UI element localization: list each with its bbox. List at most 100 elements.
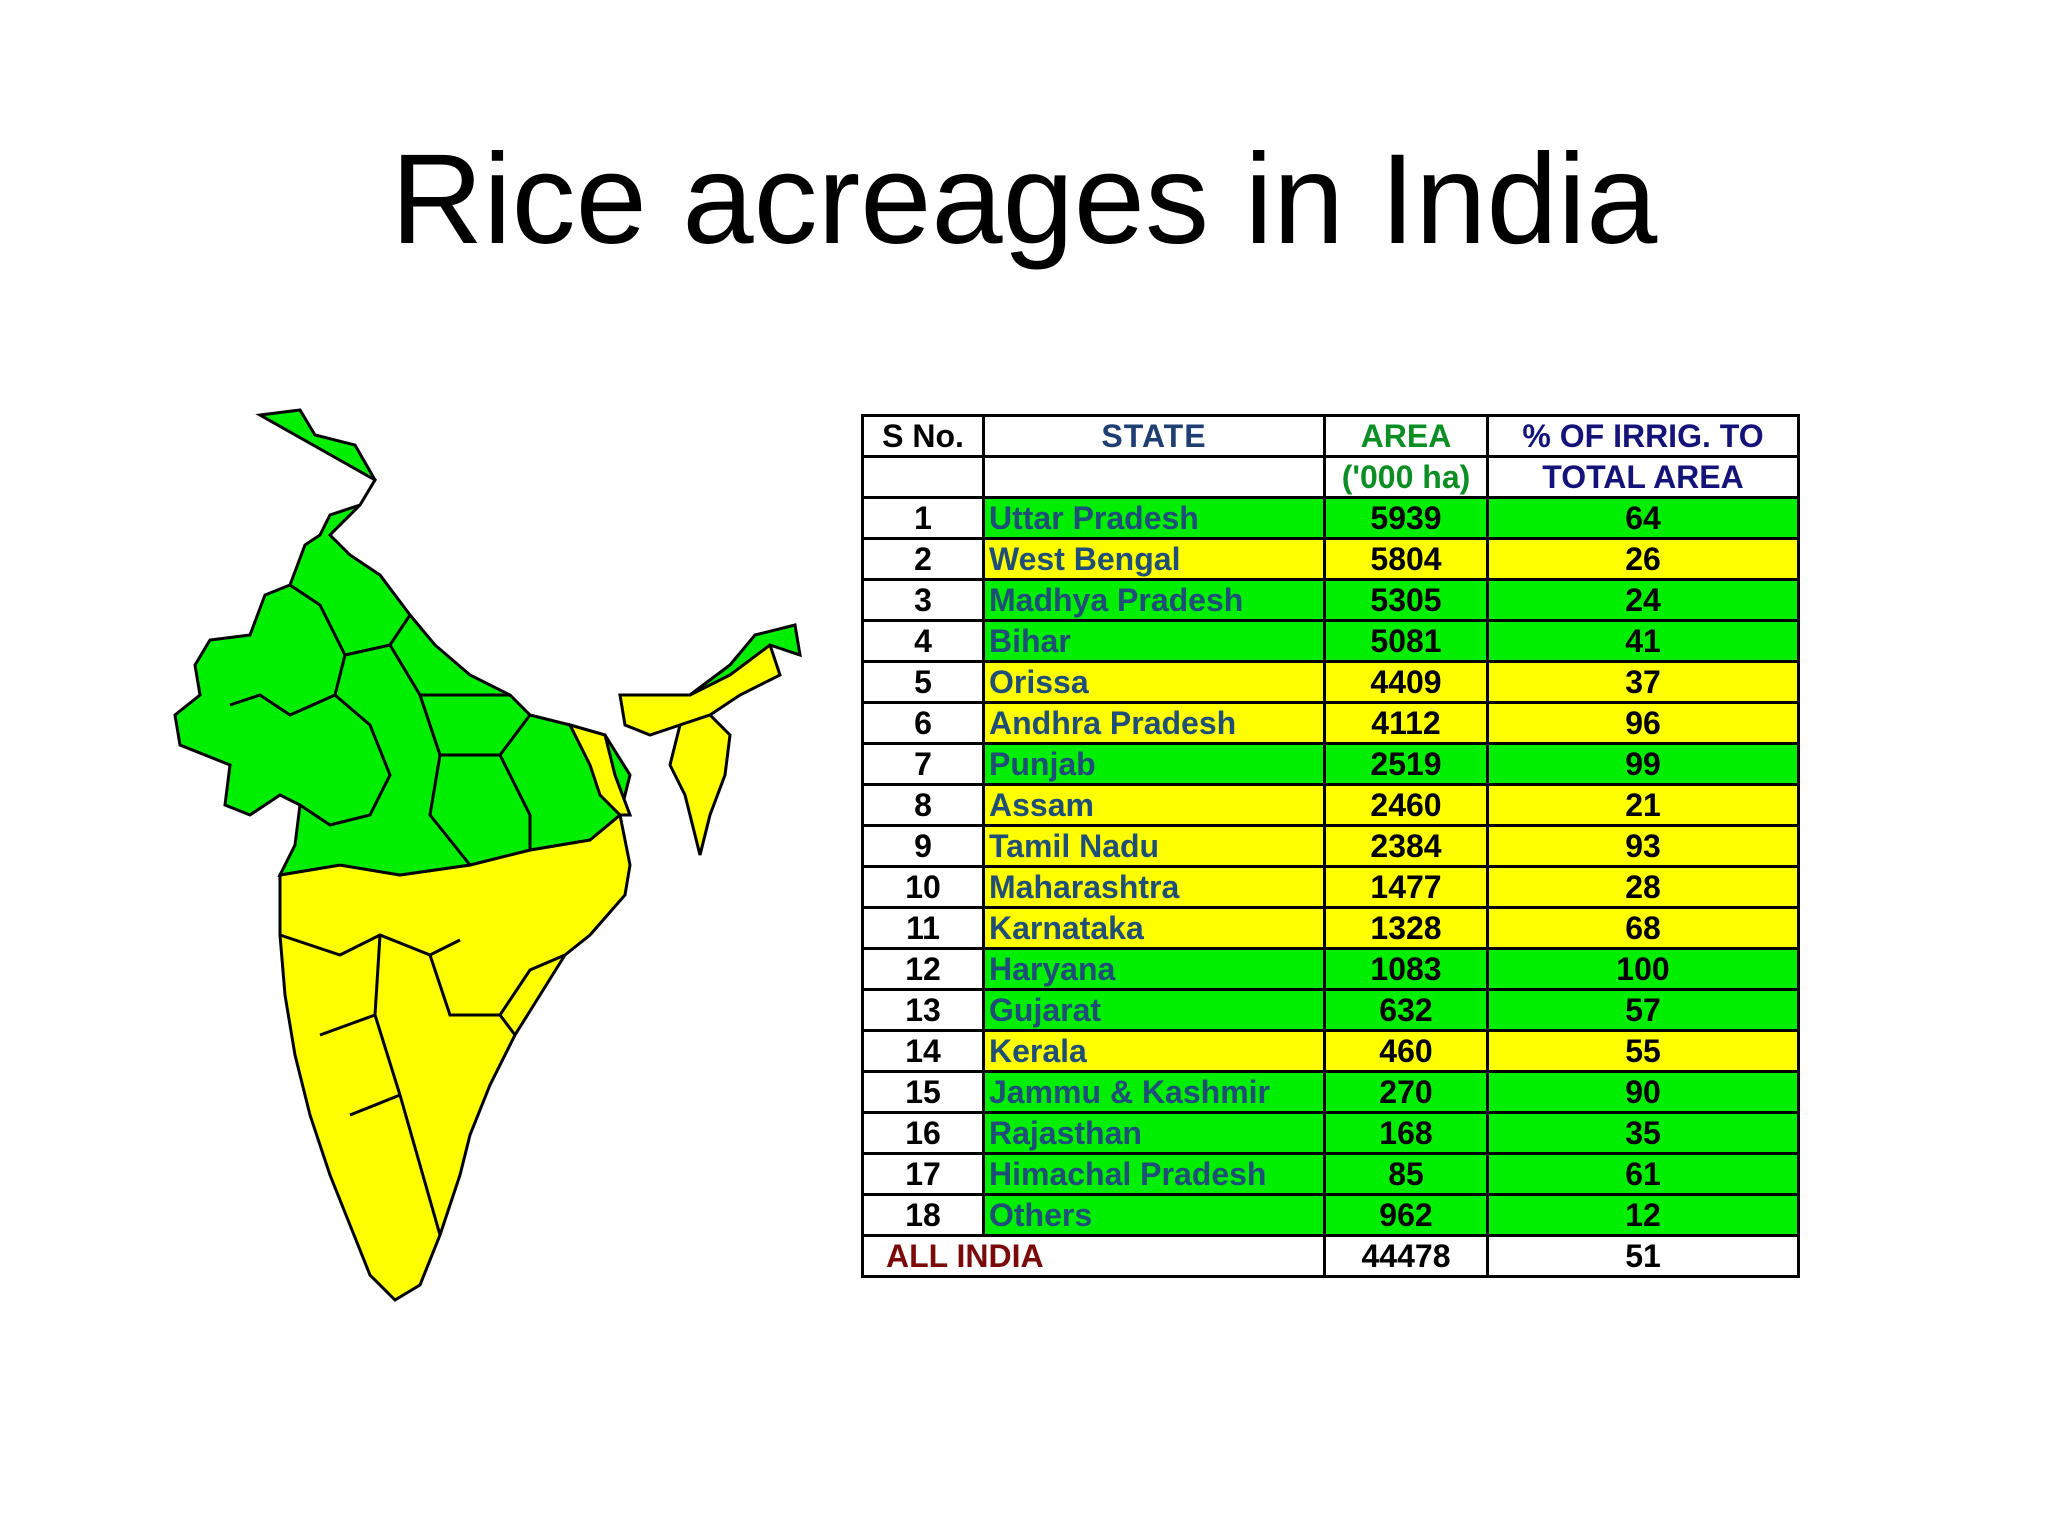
table-row: 18 Others 962 12 [861, 1193, 1800, 1237]
row-area: 5804 [1323, 537, 1489, 581]
row-sno: 13 [861, 988, 985, 1032]
row-area: 85 [1323, 1152, 1489, 1196]
row-irrig: 100 [1486, 947, 1800, 991]
table-row: 13 Gujarat 632 57 [861, 988, 1800, 1032]
table-row: 2 West Bengal 5804 26 [861, 537, 1800, 581]
row-area: 4112 [1323, 701, 1489, 745]
header-irrig-total: TOTAL AREA [1486, 455, 1800, 499]
map-region-north [173, 408, 632, 877]
row-sno: 14 [861, 1029, 985, 1073]
table-row: 4 Bihar 5081 41 [861, 619, 1800, 663]
row-area: 2460 [1323, 783, 1489, 827]
total-area: 44478 [1323, 1234, 1489, 1278]
map-south-borders [279, 933, 566, 1236]
row-irrig: 41 [1486, 619, 1800, 663]
table-row: 15 Jammu & Kashmir 270 90 [861, 1070, 1800, 1114]
row-irrig: 26 [1486, 537, 1800, 581]
row-state: Kerala [982, 1029, 1326, 1073]
row-state: Maharashtra [982, 865, 1326, 909]
map-region-northeast-south [668, 713, 732, 856]
row-irrig: 64 [1486, 496, 1800, 540]
row-irrig: 28 [1486, 865, 1800, 909]
row-state: Tamil Nadu [982, 824, 1326, 868]
row-state: West Bengal [982, 537, 1326, 581]
row-area: 5305 [1323, 578, 1489, 622]
row-irrig: 35 [1486, 1111, 1800, 1155]
row-sno: 15 [861, 1070, 985, 1114]
row-irrig: 12 [1486, 1193, 1800, 1237]
row-irrig: 99 [1486, 742, 1800, 786]
total-irrig: 51 [1486, 1234, 1800, 1278]
map-region-south [278, 812, 632, 1302]
map-region-west-bengal [567, 722, 633, 817]
row-sno: 8 [861, 783, 985, 827]
row-sno: 18 [861, 1193, 985, 1237]
header-sno-blank [861, 455, 985, 499]
row-sno: 9 [861, 824, 985, 868]
row-area: 1328 [1323, 906, 1489, 950]
row-state: Punjab [982, 742, 1326, 786]
row-state: Orissa [982, 660, 1326, 704]
row-state: Assam [982, 783, 1326, 827]
row-state: Karnataka [982, 906, 1326, 950]
row-sno: 3 [861, 578, 985, 622]
map-region-northeast-green [689, 623, 802, 697]
row-sno: 5 [861, 660, 985, 704]
row-sno: 12 [861, 947, 985, 991]
row-area: 2384 [1323, 824, 1489, 868]
header-area-unit: ('000 ha) [1323, 455, 1489, 499]
row-sno: 4 [861, 619, 985, 663]
row-area: 962 [1323, 1193, 1489, 1237]
slide-title: Rice acreages in India [390, 128, 1658, 271]
table-row: 9 Tamil Nadu 2384 93 [861, 824, 1800, 868]
table-row: 14 Kerala 460 55 [861, 1029, 1800, 1073]
row-state: Rajasthan [982, 1111, 1326, 1155]
table-row: 3 Madhya Pradesh 5305 24 [861, 578, 1800, 622]
row-irrig: 61 [1486, 1152, 1800, 1196]
table-row: 16 Rajasthan 168 35 [861, 1111, 1800, 1155]
row-area: 2519 [1323, 742, 1489, 786]
row-sno: 2 [861, 537, 985, 581]
row-irrig: 93 [1486, 824, 1800, 868]
row-area: 168 [1323, 1111, 1489, 1155]
row-state: Haryana [982, 947, 1326, 991]
row-irrig: 37 [1486, 660, 1800, 704]
row-sno: 10 [861, 865, 985, 909]
row-irrig: 57 [1486, 988, 1800, 1032]
india-map-icon [170, 395, 810, 1315]
row-sno: 16 [861, 1111, 985, 1155]
header-area: AREA [1323, 414, 1489, 458]
table-row: 8 Assam 2460 21 [861, 783, 1800, 827]
table-row: 6 Andhra Pradesh 4112 96 [861, 701, 1800, 745]
row-sno: 17 [861, 1152, 985, 1196]
row-irrig: 55 [1486, 1029, 1800, 1073]
header-state-blank [982, 455, 1326, 499]
row-state: Himachal Pradesh [982, 1152, 1326, 1196]
row-area: 1477 [1323, 865, 1489, 909]
header-irrig: % OF IRRIG. TO [1486, 414, 1800, 458]
row-state: Bihar [982, 619, 1326, 663]
row-state: Andhra Pradesh [982, 701, 1326, 745]
rice-acreage-table: S No. STATE AREA % OF IRRIG. TO ('000 ha… [861, 414, 1800, 1278]
table-row: 12 Haryana 1083 100 [861, 947, 1800, 991]
row-area: 460 [1323, 1029, 1489, 1073]
table-row: 1 Uttar Pradesh 5939 64 [861, 496, 1800, 540]
row-area: 4409 [1323, 660, 1489, 704]
row-irrig: 96 [1486, 701, 1800, 745]
row-sno: 6 [861, 701, 985, 745]
total-label: ALL INDIA [861, 1234, 1326, 1278]
header-sno: S No. [861, 414, 985, 458]
row-sno: 11 [861, 906, 985, 950]
table-row: 17 Himachal Pradesh 85 61 [861, 1152, 1800, 1196]
row-state: Others [982, 1193, 1326, 1237]
row-sno: 7 [861, 742, 985, 786]
row-state: Uttar Pradesh [982, 496, 1326, 540]
row-area: 5081 [1323, 619, 1489, 663]
row-irrig: 90 [1486, 1070, 1800, 1114]
table-header-row-2: ('000 ha) TOTAL AREA [861, 455, 1800, 499]
row-irrig: 24 [1486, 578, 1800, 622]
row-sno: 1 [861, 496, 985, 540]
table-row: 5 Orissa 4409 37 [861, 660, 1800, 704]
table-row: 10 Maharashtra 1477 28 [861, 865, 1800, 909]
india-map-svg [173, 408, 802, 1302]
